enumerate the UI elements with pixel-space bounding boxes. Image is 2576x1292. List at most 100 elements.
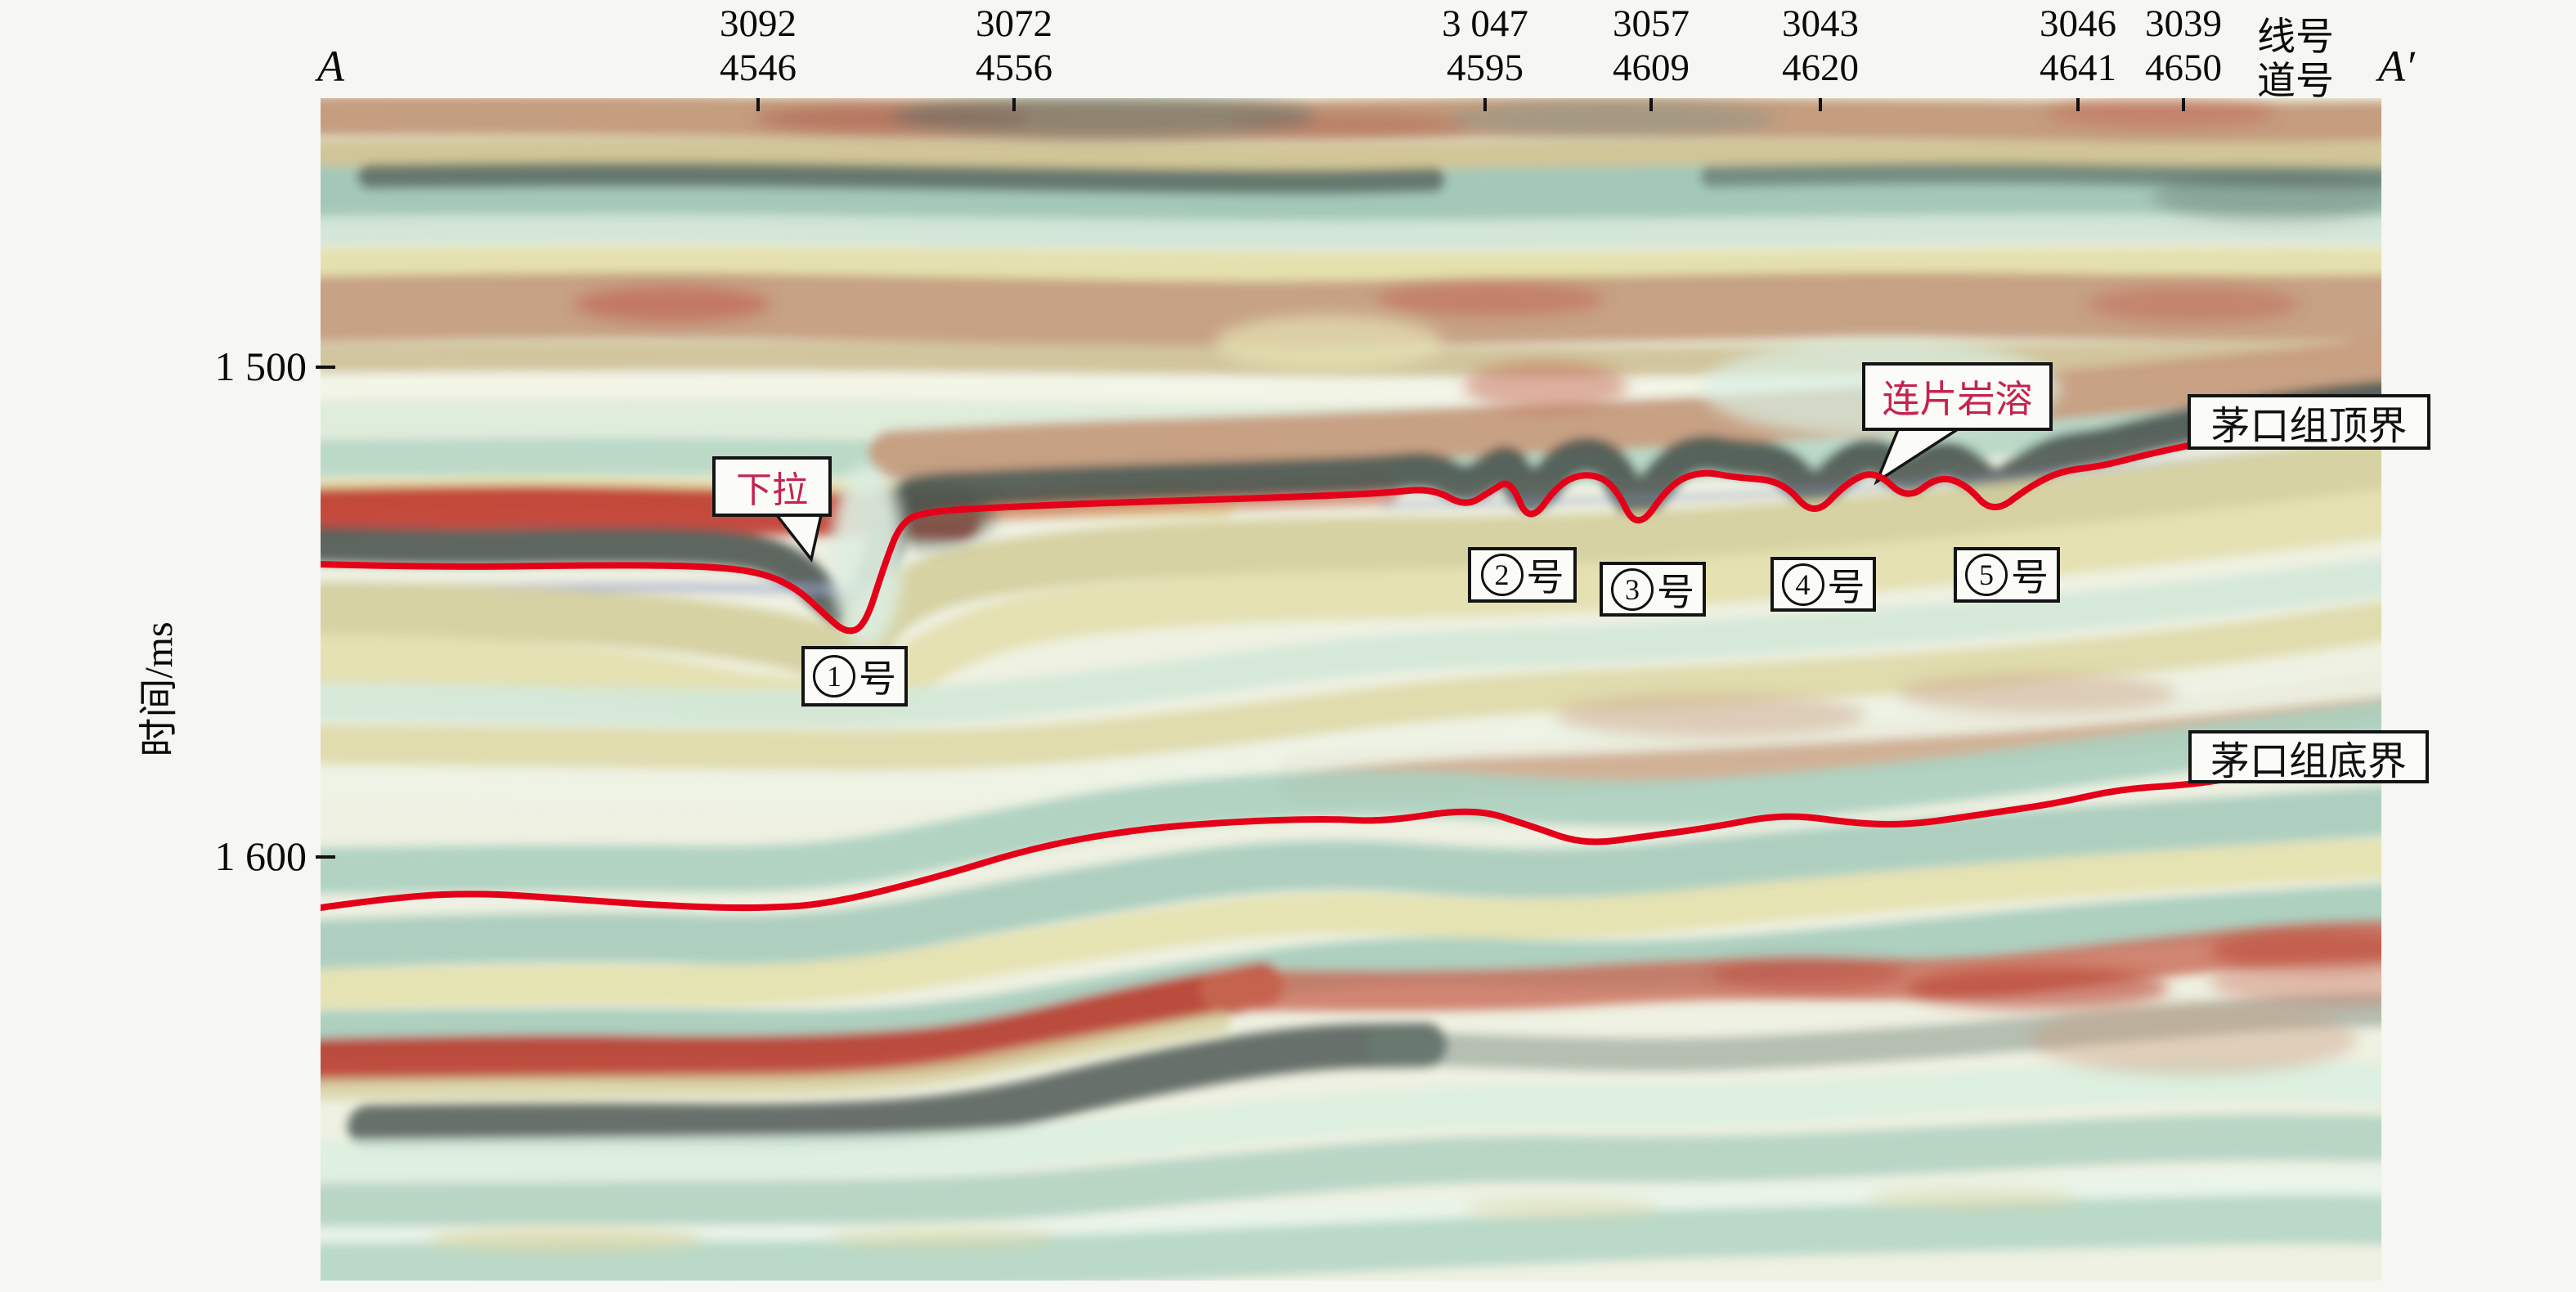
seismic-band	[321, 1060, 2381, 1182]
seismic-patch	[831, 464, 903, 648]
circled-number-icon: 3	[1611, 567, 1654, 611]
seismic-band	[321, 1114, 2381, 1229]
seismic-patch	[1711, 958, 1907, 991]
seismic-band	[321, 962, 1284, 1084]
horizon-0	[321, 415, 2381, 635]
top-tick-0	[756, 98, 760, 111]
seismic-band	[321, 559, 2381, 728]
amplitude-patches	[427, 98, 2381, 1252]
annotation-box-lianpian: 连片岩溶	[1862, 362, 2053, 431]
annotation-box-xiala: 下拉	[712, 456, 832, 517]
annotation-box-mtop: 茅口组顶界	[2188, 394, 2430, 450]
line-number: 3039	[2145, 2, 2222, 45]
seismic-band	[321, 1194, 2381, 1281]
seismic-band	[357, 162, 1445, 195]
seismic-patch	[2087, 286, 2300, 322]
annotation-box-mbot: 茅口组底界	[2188, 730, 2429, 783]
seismic-band	[321, 787, 2381, 969]
line-number: 3057	[1613, 2, 1690, 45]
seismic-band	[321, 884, 2381, 1058]
line-number: 3 047	[1442, 2, 1528, 45]
seismic-band	[321, 1012, 1231, 1100]
seismic-patch	[828, 1227, 1057, 1249]
trace-column-4: 3043 4620	[1730, 2, 1910, 90]
circled-number-icon: 4	[1781, 563, 1824, 606]
annotation-suffix: 号	[859, 658, 896, 700]
seismic-band	[321, 137, 2381, 172]
seismic-patch	[891, 98, 1317, 137]
section-endpoint-a: A	[317, 42, 344, 91]
horizon-1	[321, 776, 2229, 912]
time-tick-0	[316, 366, 335, 369]
circled-number-icon: 5	[1965, 554, 2008, 596]
seismic-band	[348, 1023, 1447, 1149]
seismic-band	[321, 246, 2381, 289]
circled-number-icon: 1	[813, 655, 855, 698]
trace-number: 4546	[720, 47, 797, 89]
top-tick-2	[1483, 98, 1487, 111]
trace-column-6: 3039 4650	[2094, 2, 2273, 90]
top-tick-6	[2182, 98, 2185, 111]
seismic-patch	[2152, 172, 2381, 221]
seismic-band	[1380, 445, 2327, 509]
trace-column-0: 3092 4546	[668, 2, 848, 90]
seismic-patch	[1449, 102, 1776, 135]
top-tick-3	[1649, 98, 1653, 111]
trace-number: 4620	[1782, 47, 1859, 89]
seismic-patch	[1376, 283, 1604, 316]
trace-column-3: 3057 4609	[1561, 2, 1741, 90]
trace-number-axis-title: 道号	[2257, 61, 2334, 103]
seismic-band	[321, 701, 2381, 894]
time-tick-1	[316, 855, 335, 859]
trace-number: 4650	[2145, 47, 2222, 89]
trace-column-5: 3046 4641	[1988, 2, 2168, 90]
top-tick-5	[2076, 98, 2080, 111]
line-number: 3043	[1782, 2, 1859, 45]
line-number-axis-title: 线号	[2257, 16, 2334, 59]
seismic-band	[321, 664, 2381, 810]
time-tick-label-1500: 1 500	[214, 343, 307, 389]
line-number: 3072	[976, 2, 1052, 45]
annotation-suffix: 号	[1827, 566, 1865, 608]
trace-number: 4609	[1613, 47, 1690, 89]
seismic-band	[321, 164, 2381, 225]
top-tick-4	[1819, 98, 1822, 111]
seismic-patch	[1464, 361, 1627, 410]
seismic-section-image	[321, 98, 2381, 1281]
seismic-band	[321, 602, 2381, 770]
trace-column-2: 3 047 4595	[1395, 2, 1575, 90]
time-axis-title: 时间/ms	[137, 621, 181, 757]
seismic-patch	[1555, 694, 1866, 737]
circled-number-icon: 2	[1480, 554, 1524, 596]
line-number: 3092	[720, 2, 797, 45]
seismic-patch	[2046, 98, 2275, 128]
seismic-patch	[427, 1227, 705, 1252]
seismic-patch	[1214, 315, 1443, 372]
seismic-band	[868, 337, 2381, 479]
annotation-suffix: 号	[1657, 571, 1694, 613]
top-tick-1	[1012, 98, 1016, 111]
seismic-band	[321, 839, 2381, 1009]
seismic-band	[321, 437, 2381, 690]
seismic-patch	[1866, 1188, 2079, 1209]
line-number: 3046	[2040, 2, 2116, 45]
seismic-patch	[1465, 1198, 1662, 1219]
seismic-patch	[1907, 967, 2169, 1009]
annotation-suffix: 号	[2011, 557, 2049, 599]
trace-number: 4556	[976, 47, 1052, 89]
seismic-band	[321, 213, 2381, 249]
seismic-band	[1277, 671, 2381, 801]
time-tick-label-1600: 1 600	[214, 833, 307, 879]
trace-column-1: 3072 4556	[924, 2, 1104, 90]
annotation-suffix: 号	[1526, 557, 1564, 599]
seismic-patch	[2030, 1002, 2357, 1075]
seismic-patch	[2210, 957, 2381, 1006]
section-endpoint-a-prime: A′	[2378, 42, 2415, 91]
trace-number: 4595	[1447, 47, 1524, 89]
